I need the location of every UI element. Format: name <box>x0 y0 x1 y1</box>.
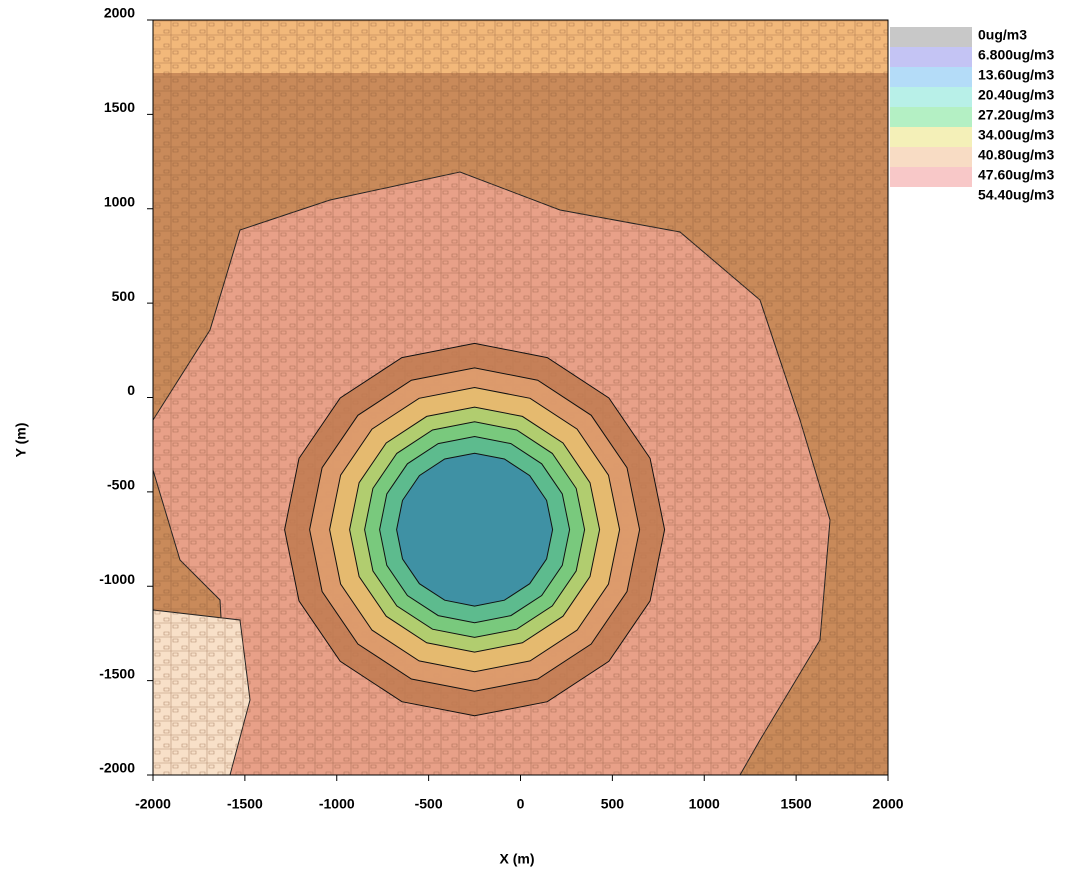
legend-swatch <box>890 27 972 47</box>
x-tick-label: 500 <box>601 796 625 812</box>
legend-label: 54.40ug/m3 <box>978 187 1054 203</box>
x-tick-label: -1000 <box>319 796 355 812</box>
legend-swatch <box>890 67 972 87</box>
y-tick-label: -2000 <box>99 760 135 776</box>
y-tick-label: -1000 <box>99 571 135 587</box>
y-axis-label: Y (m) <box>13 423 29 458</box>
legend-swatch <box>890 147 972 167</box>
y-tick-label: -1500 <box>99 665 135 681</box>
legend-swatch <box>890 107 972 127</box>
y-tick-label: 1000 <box>104 193 135 209</box>
y-tick-label: 0 <box>127 382 135 398</box>
x-tick-label: 1000 <box>689 796 720 812</box>
legend-label: 47.60ug/m3 <box>978 167 1054 183</box>
legend-label: 0ug/m3 <box>978 27 1027 43</box>
x-axis-label: X (m) <box>500 851 535 867</box>
x-tick-label: -2000 <box>135 796 171 812</box>
legend-label: 6.800ug/m3 <box>978 47 1054 63</box>
legend-label: 40.80ug/m3 <box>978 147 1054 163</box>
legend-swatch <box>890 127 972 147</box>
legend-label: 13.60ug/m3 <box>978 67 1054 83</box>
y-tick-label: 2000 <box>104 5 135 21</box>
x-tick-label: 0 <box>517 796 525 812</box>
x-tick-label: -500 <box>415 796 443 812</box>
x-tick-label: 2000 <box>872 796 903 812</box>
legend-swatch <box>890 167 972 187</box>
y-tick-label: 1500 <box>104 99 135 115</box>
contour-ring <box>397 453 553 606</box>
chart: X (m) Y (m) -2000 -1500 -1000 -500 0 500 1000 1… <box>0 0 1082 878</box>
legend-label: 34.00ug/m3 <box>978 127 1054 143</box>
contour-rings <box>285 343 665 715</box>
legend-label: 27.20ug/m3 <box>978 107 1054 123</box>
legend-swatch <box>890 87 972 107</box>
legend-swatch <box>890 47 972 67</box>
y-tick-label: 500 <box>112 288 136 304</box>
legend-label: 20.40ug/m3 <box>978 87 1054 103</box>
x-tick-label: 1500 <box>781 796 812 812</box>
y-tick-label: -500 <box>107 477 135 493</box>
x-tick-label: -1500 <box>227 796 263 812</box>
